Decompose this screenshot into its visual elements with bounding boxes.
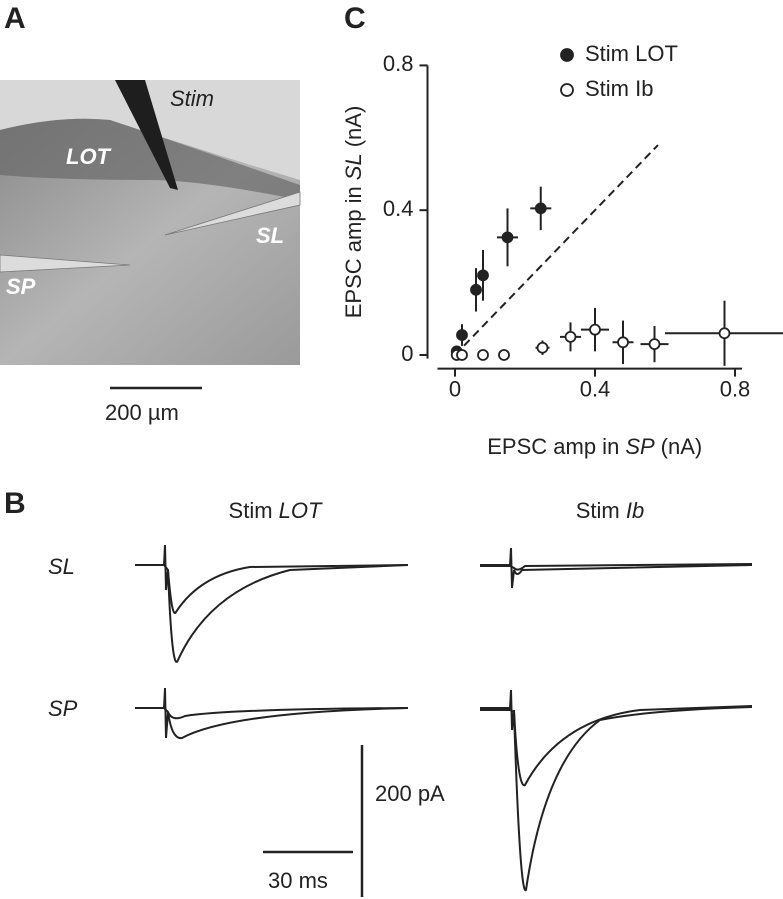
point — [477, 349, 489, 361]
legend-marker — [560, 48, 574, 62]
axis-label: EPSC amp in SL (nA) — [341, 106, 366, 319]
label-part: (nA) — [661, 434, 703, 459]
axis-label: EPSC amp in SP (nA) — [487, 434, 702, 459]
point — [718, 327, 731, 340]
point — [470, 283, 482, 296]
y-tick-label: 0 — [401, 341, 413, 366]
legend-label: Stim LOT — [585, 41, 678, 66]
point — [456, 349, 468, 361]
panel-label: A — [4, 2, 26, 35]
legend-marker — [560, 83, 574, 97]
point — [498, 349, 510, 361]
title-part: LOT — [279, 498, 323, 523]
micrograph-label: SL — [256, 223, 284, 248]
point — [456, 329, 468, 341]
micrograph-label: SP — [6, 274, 36, 299]
y-tick-label: 0.8 — [383, 51, 414, 76]
point — [564, 330, 577, 343]
label-part: SL — [341, 153, 366, 180]
label-part: EPSC amp in — [341, 186, 366, 318]
point — [536, 341, 549, 354]
traces — [135, 544, 753, 892]
legend-label: Stim Ib — [585, 76, 653, 101]
scale-bar-label: 30 ms — [268, 868, 328, 893]
panel-label: C — [344, 2, 366, 35]
row-label: SL — [48, 554, 75, 579]
scale-bar-label: 200 pA — [375, 781, 445, 806]
panel-label: B — [4, 487, 26, 520]
title-part: Stim — [576, 498, 620, 523]
micrograph-label: Stim — [170, 86, 214, 111]
y-tick-label: 0.4 — [383, 196, 414, 221]
micrograph: Stim LOT SL SP — [0, 80, 301, 365]
x-tick-label: 0.8 — [720, 376, 751, 401]
x-tick-label: 0.4 — [580, 376, 611, 401]
column-title: Stim Ib — [576, 498, 644, 523]
micrograph-label: LOT — [66, 144, 112, 169]
title-part: Ib — [626, 498, 644, 523]
row-label: SP — [48, 696, 78, 721]
label-part: SP — [625, 434, 655, 459]
label-part: EPSC amp in — [487, 434, 619, 459]
point — [617, 336, 629, 349]
point — [477, 269, 489, 282]
reference-line — [454, 144, 659, 356]
label-part: (nA) — [341, 106, 366, 148]
point — [534, 202, 547, 215]
point — [589, 323, 601, 336]
column-title: Stim LOT — [229, 498, 323, 523]
title-part: Stim — [229, 498, 273, 523]
point — [501, 231, 514, 244]
point — [648, 338, 661, 351]
scale-bar-label: 200 µm — [105, 400, 179, 425]
x-tick-label: 0 — [449, 376, 461, 401]
